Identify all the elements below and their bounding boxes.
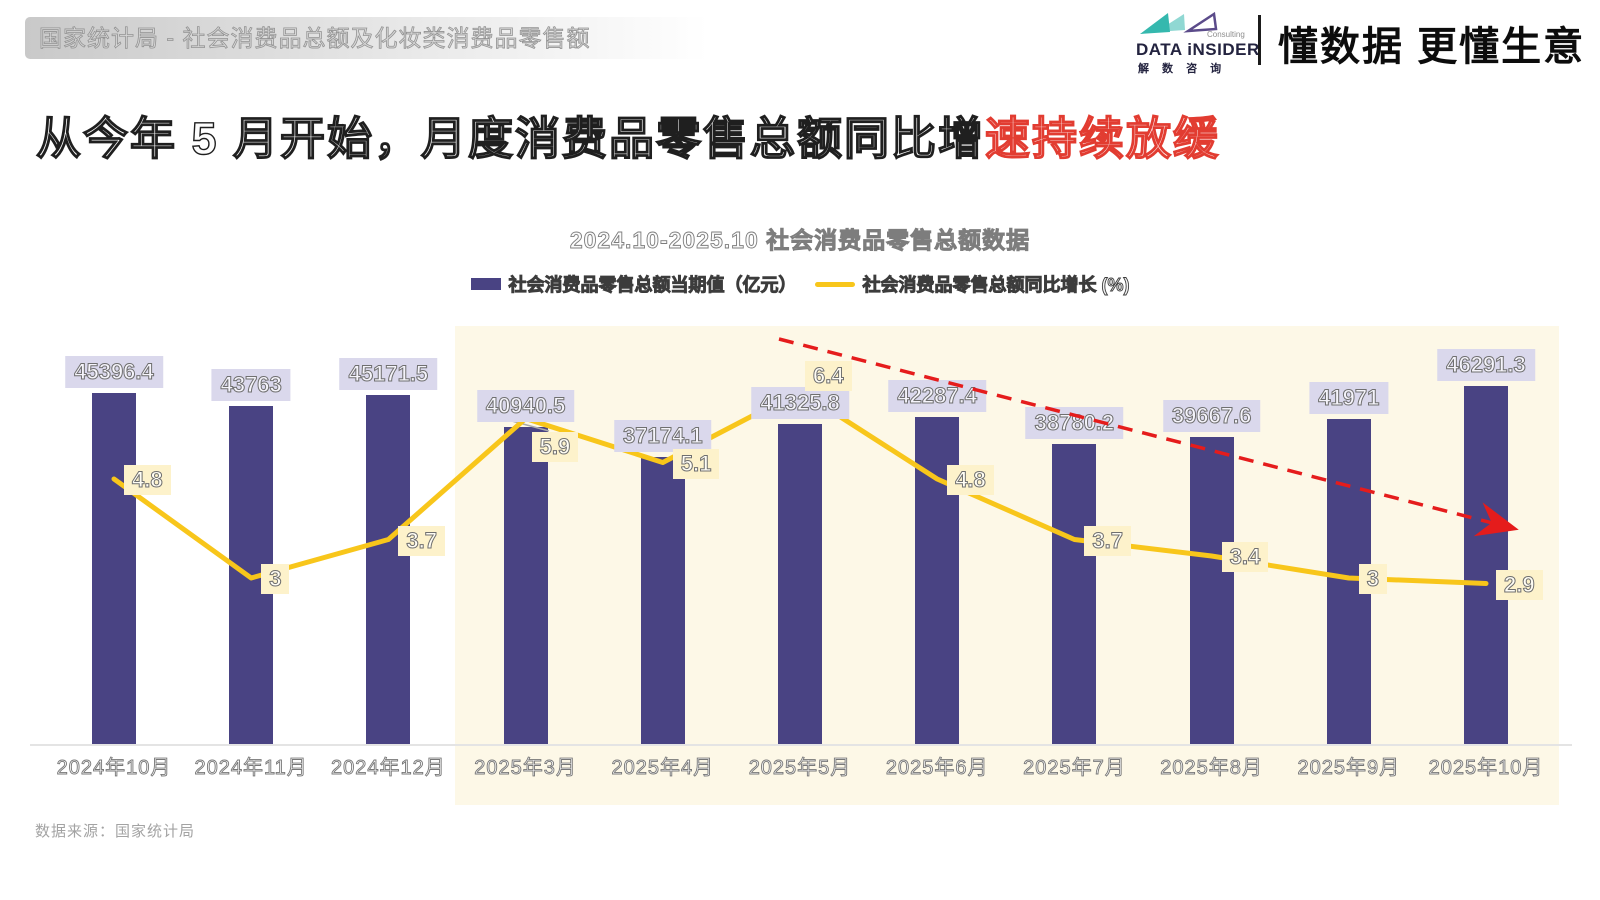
bar — [366, 394, 411, 744]
bar-value-label: 37174.1 — [614, 419, 712, 452]
line-value-label: 3.4 — [1221, 542, 1269, 572]
legend-line-swatch — [814, 281, 855, 287]
bar-value-label: 41325.8 — [751, 387, 849, 420]
x-axis-label: 2025年4月 — [611, 757, 715, 780]
bar-value-label: 46291.3 — [1437, 349, 1535, 382]
bar — [1189, 437, 1234, 744]
data-source: 数据来源：国家统计局 — [35, 823, 196, 840]
line-value-label: 3.7 — [1084, 525, 1131, 556]
bar-value-label: 39667.6 — [1162, 400, 1261, 433]
bar — [503, 427, 548, 744]
x-axis-label: 2025年9月 — [1297, 757, 1401, 780]
x-axis-line — [30, 744, 1572, 746]
bar-value-label: 38780.2 — [1025, 407, 1124, 440]
x-axis-label: 2025年7月 — [1023, 757, 1126, 780]
line-value-label: 5.9 — [531, 431, 579, 462]
legend-bar-label: 社会消费品零售总额当期值（亿元） — [508, 275, 797, 296]
bar-value-label: 40940.5 — [476, 390, 575, 423]
legend: 社会消费品零售总额当期值（亿元） 社会消费品零售总额同比增长 (%) — [0, 271, 1600, 297]
highlight-region — [455, 326, 1559, 805]
chart-title: 2024.10-2025.10 社会消费品零售总额数据 — [569, 227, 1031, 254]
legend-line-label: 社会消费品零售总额同比增长 (%) — [862, 275, 1130, 296]
x-axis-label: 2024年12月 — [331, 757, 446, 780]
brand-name-cn: 解 数 咨 询 — [1138, 63, 1227, 75]
line-value-label: 3 — [261, 564, 290, 594]
legend-bar-swatch — [470, 278, 501, 290]
bar-value-label: 45171.5 — [339, 357, 438, 390]
x-axis-label: 2024年10月 — [56, 757, 172, 780]
x-axis-label: 2025年5月 — [748, 757, 852, 780]
bar — [1052, 444, 1097, 744]
line-value-label: 6.4 — [805, 361, 852, 391]
brand-divider — [1258, 15, 1261, 65]
bar — [640, 456, 685, 744]
bar-value-label: 41971 — [1309, 382, 1389, 415]
x-axis-label: 2025年10月 — [1428, 757, 1544, 780]
brand-consulting-label: Consulting — [1207, 30, 1245, 39]
page-title-prefix: 从今年 5 月开始，月度消费品零售总额同比增 — [35, 112, 986, 164]
line-value-label: 4.8 — [947, 465, 994, 495]
x-axis-label: 2025年6月 — [885, 757, 989, 780]
page-title: 从今年 5 月开始，月度消费品零售总额同比增速持续放缓 — [35, 102, 1221, 167]
brand-slogan: 懂数据 更懂生意 — [1278, 25, 1586, 69]
bar — [92, 393, 136, 744]
page-title-highlight: 速持续放缓 — [984, 112, 1221, 164]
bar-value-label: 43763 — [211, 368, 291, 401]
line-value-label: 4.8 — [124, 465, 171, 495]
brand-name: DATA iNSIDER — [1136, 40, 1260, 59]
line-value-label: 5.1 — [672, 448, 720, 479]
bar-value-label: 45396.4 — [65, 356, 163, 388]
x-axis-label: 2025年8月 — [1160, 757, 1263, 780]
bar — [1464, 386, 1508, 744]
bowtie-triangles-icon — [1140, 11, 1218, 34]
breadcrumb: 国家统计局 - 社会消费品总额及化妆类消费品零售额 — [25, 17, 737, 59]
line-value-label: 2.9 — [1496, 569, 1543, 600]
bar — [778, 424, 822, 744]
x-axis-label: 2024年11月 — [194, 757, 308, 780]
x-axis-label: 2025年3月 — [474, 757, 577, 780]
bar-value-label: 42287.4 — [888, 380, 986, 413]
line-value-label: 3.7 — [398, 525, 445, 556]
line-value-label: 3 — [1358, 564, 1388, 594]
